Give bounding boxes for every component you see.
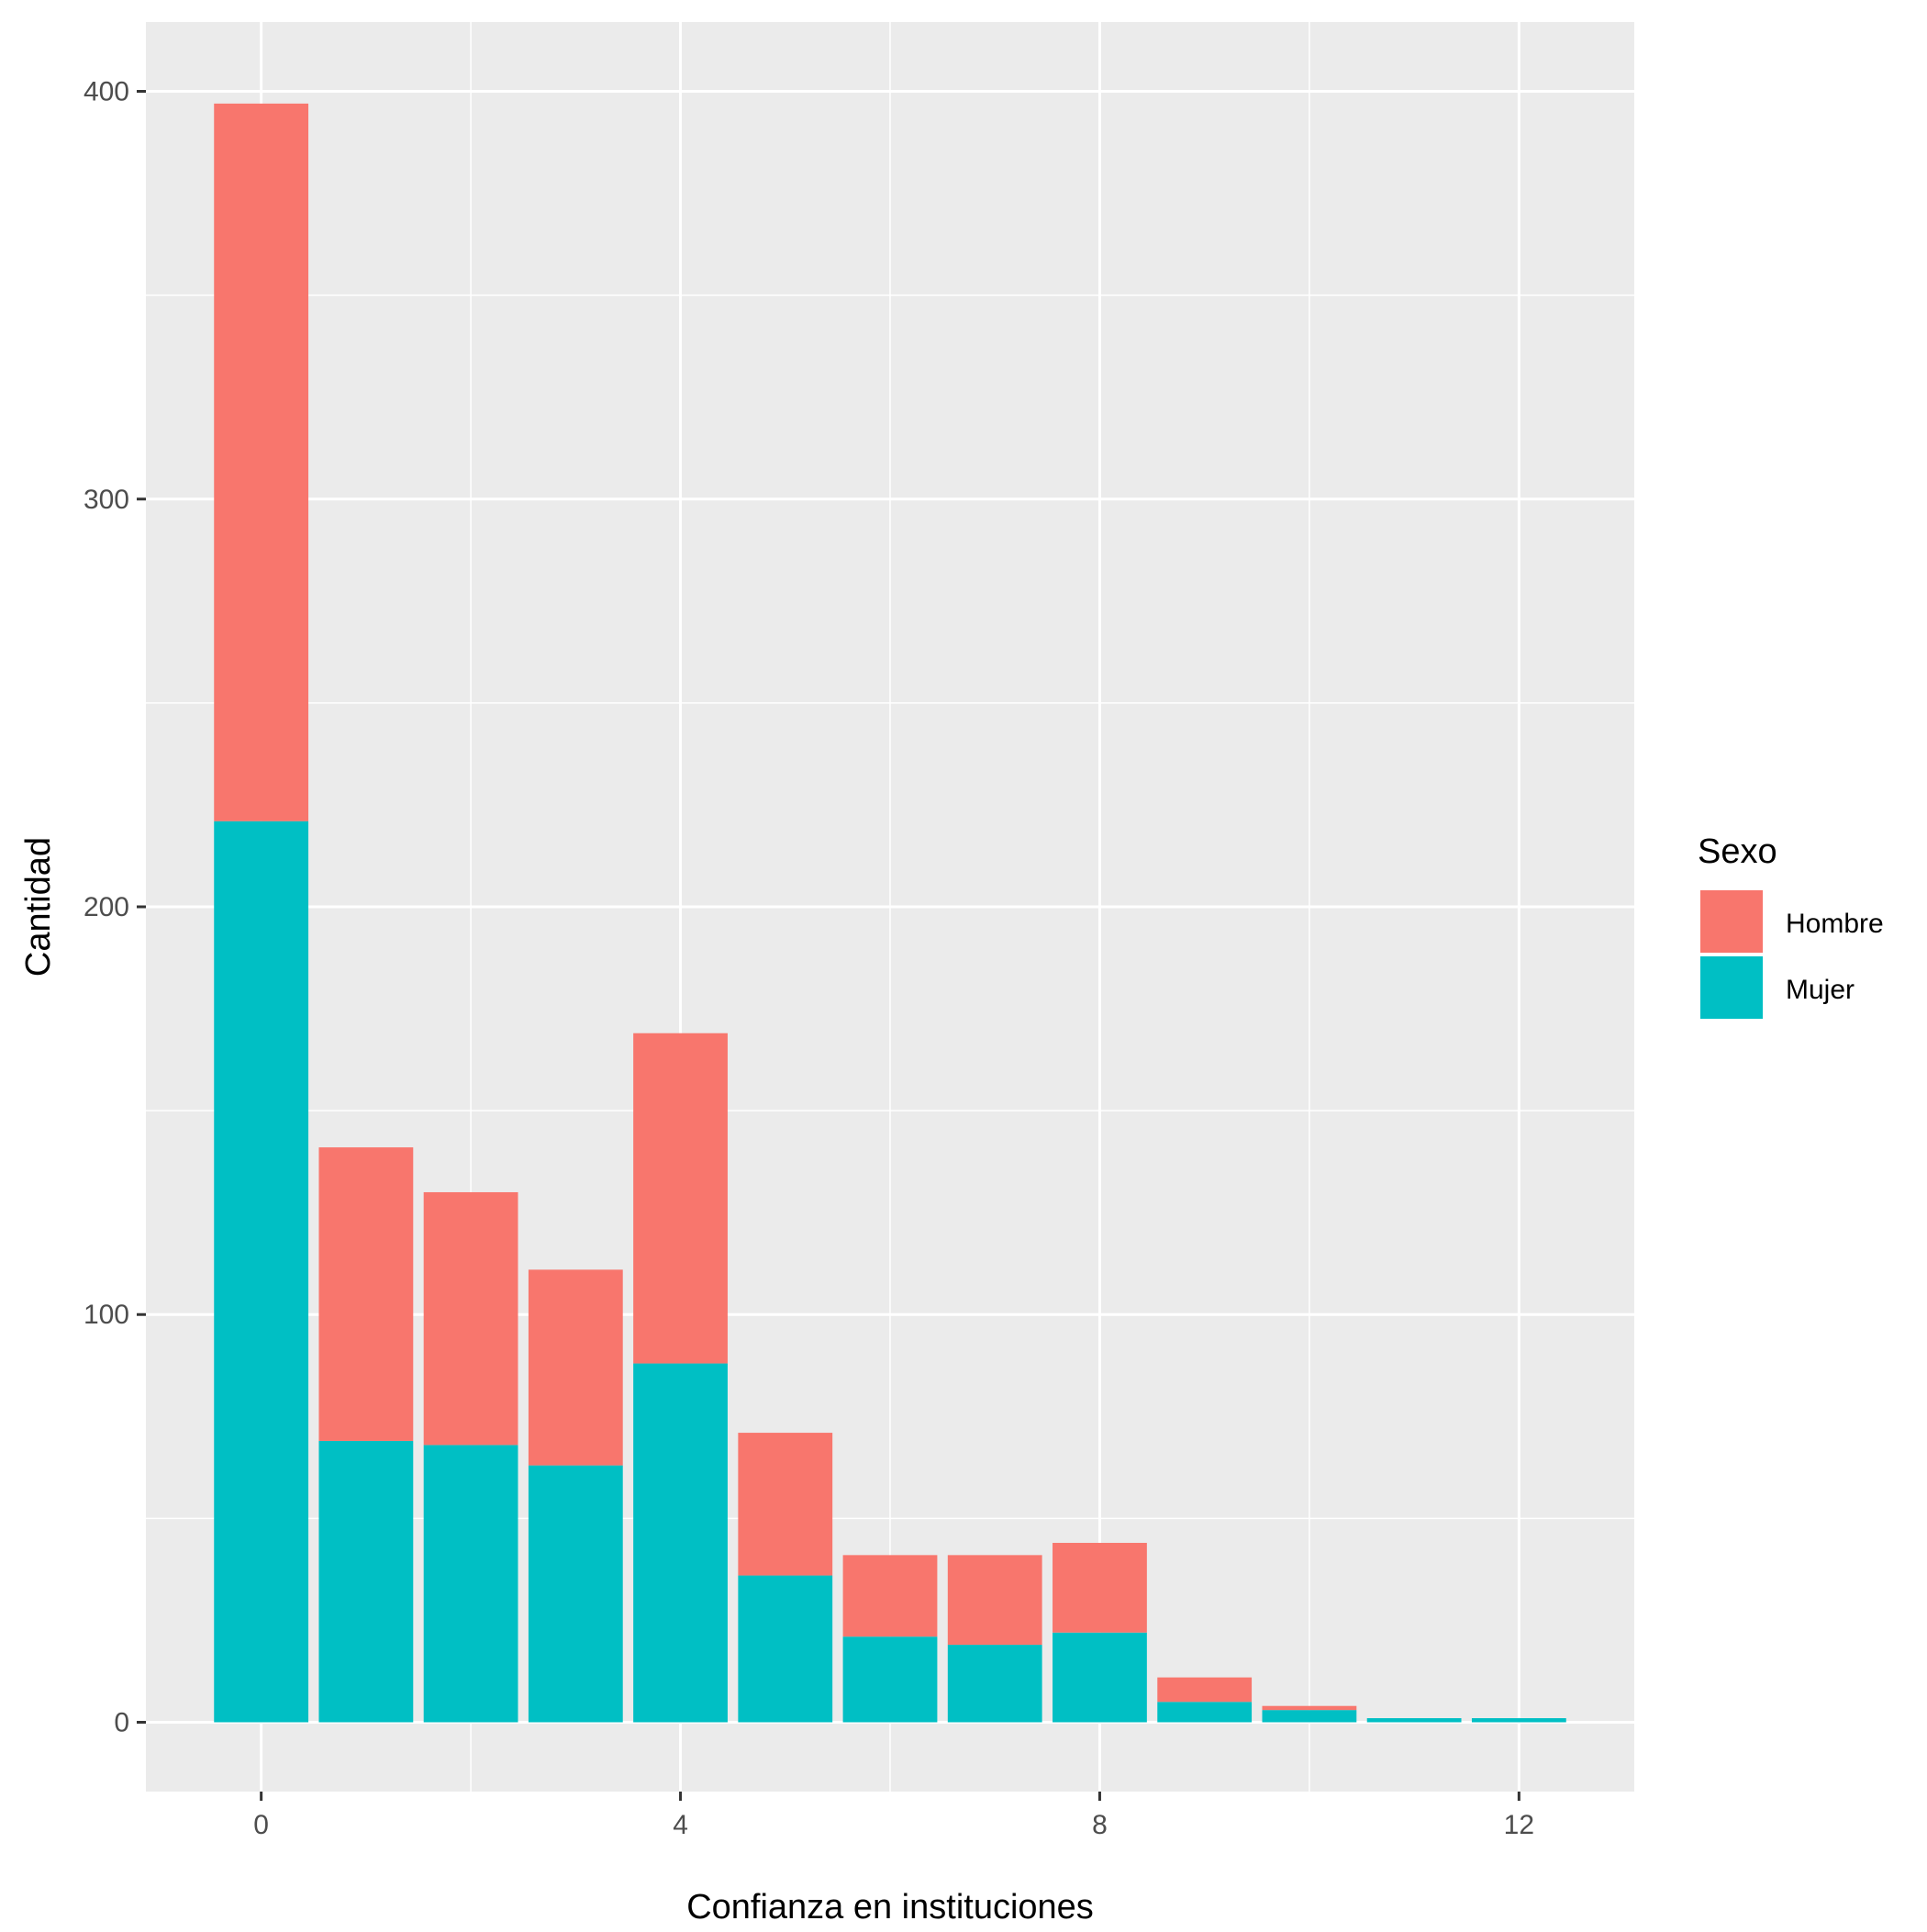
legend-key-hombre [1700, 890, 1763, 953]
legend-title: Sexo [1698, 832, 1777, 871]
bar-hombre-7 [947, 1555, 1042, 1646]
y-axis-title: Cantidad [19, 837, 58, 977]
legend: Sexo Hombre Mujer [1698, 832, 1884, 1019]
legend-label-mujer: Mujer [1786, 975, 1855, 1005]
y-axis: 0 100 200 300 400 [84, 77, 146, 1737]
y-tick-label: 400 [84, 77, 129, 107]
bar-hombre-5 [738, 1433, 833, 1576]
bar-mujer-3 [528, 1465, 623, 1723]
x-tick-label: 4 [673, 1810, 688, 1840]
bar-hombre-1 [318, 1147, 414, 1441]
bar-hombre-8 [1053, 1543, 1147, 1633]
bar-hombre-4 [633, 1033, 728, 1364]
x-tick-label: 0 [253, 1810, 269, 1840]
bar-mujer-0 [214, 821, 309, 1723]
bar-hombre-9 [1157, 1677, 1253, 1703]
x-axis: 0 4 8 12 [253, 1792, 1534, 1840]
bars-layer [214, 103, 1566, 1723]
bar-mujer-2 [423, 1445, 518, 1723]
bar-mujer-8 [1053, 1632, 1147, 1723]
bar-mujer-12 [1471, 1718, 1566, 1723]
x-axis-title: Confianza en instituciones [686, 1888, 1094, 1926]
bar-hombre-0 [214, 103, 309, 821]
x-tick-label: 12 [1504, 1810, 1534, 1840]
bar-hombre-2 [423, 1191, 518, 1446]
bar-mujer-11 [1366, 1718, 1462, 1723]
bar-hombre-10 [1262, 1705, 1357, 1711]
y-tick-label: 100 [84, 1300, 129, 1330]
y-tick-label: 0 [114, 1707, 129, 1737]
bar-hombre-3 [528, 1269, 623, 1466]
y-tick-label: 200 [84, 892, 129, 922]
bar-mujer-1 [318, 1440, 414, 1723]
legend-key-mujer [1700, 956, 1763, 1019]
legend-label-hombre: Hombre [1786, 909, 1884, 939]
bar-mujer-6 [842, 1636, 938, 1723]
bar-hombre-6 [842, 1555, 938, 1637]
bar-mujer-5 [738, 1575, 833, 1723]
x-tick-label: 8 [1092, 1810, 1108, 1840]
y-tick-label: 300 [84, 485, 129, 515]
bar-mujer-10 [1262, 1710, 1357, 1723]
bar-mujer-7 [947, 1645, 1042, 1723]
bar-mujer-4 [633, 1363, 728, 1723]
bar-mujer-9 [1157, 1702, 1253, 1723]
